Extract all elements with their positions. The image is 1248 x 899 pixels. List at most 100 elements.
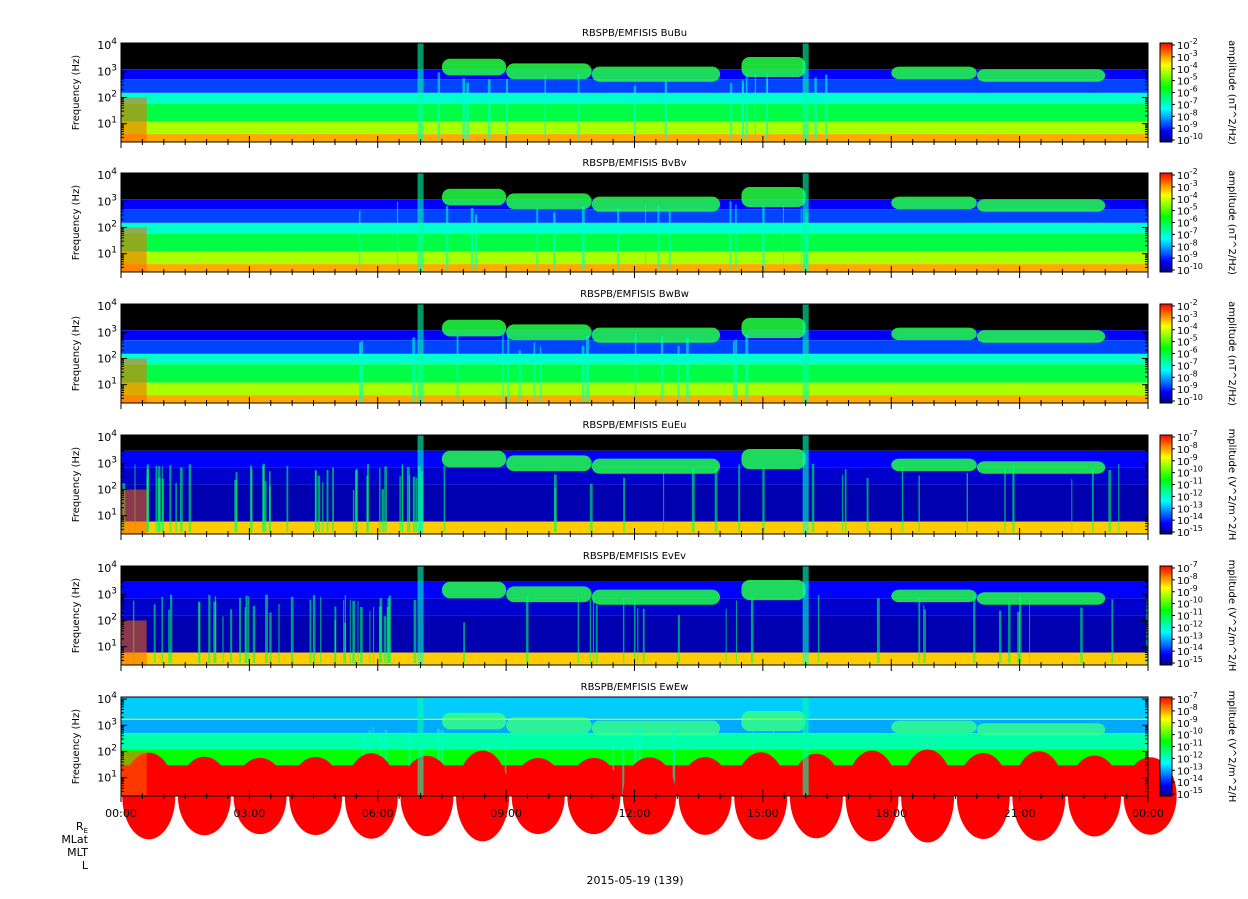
panel-title: RBSPB/EMFISIS BwBw	[580, 289, 689, 300]
noise-streak	[198, 601, 201, 663]
noise-streak	[415, 477, 418, 532]
noise-streak	[379, 467, 381, 532]
y-tick-label: 103	[97, 324, 117, 339]
noise-streak	[623, 477, 626, 532]
colorbar-tick-label: 10-5	[1177, 334, 1198, 349]
noise-streak	[714, 467, 718, 532]
colorbar-tick-label: 10-8	[1177, 572, 1198, 587]
y-tick-label: 104	[97, 37, 117, 52]
noise-streak	[412, 337, 416, 401]
panel-title: RBSPB/EMFISIS EvEv	[583, 551, 686, 562]
noise-streak	[502, 333, 504, 401]
noise-streak	[536, 208, 539, 270]
crossing-spike	[417, 43, 424, 142]
noise-streak	[344, 622, 347, 663]
colorbar-tick-label: 10-7	[1177, 96, 1198, 111]
colorbar-tick-label: 10-12	[1177, 750, 1203, 765]
crossing-spike	[802, 43, 809, 142]
colorbar-tick-label: 10-12	[1177, 619, 1203, 634]
spectral-band	[121, 173, 1148, 200]
noise-streak	[533, 342, 536, 401]
y-axis-label: Frequency (Hz)	[71, 709, 82, 785]
noise-streak	[169, 465, 172, 532]
noise-streak	[664, 80, 668, 140]
noise-streak	[507, 335, 510, 401]
noise-streak	[249, 465, 253, 532]
noise-streak	[332, 467, 334, 532]
y-axis-label: Frequency (Hz)	[71, 55, 82, 131]
noise-streak	[286, 466, 289, 532]
y-tick-label: 101	[97, 639, 117, 654]
noise-streak	[408, 475, 411, 532]
spectral-band	[121, 222, 1148, 234]
noise-streak	[245, 595, 248, 663]
noise-streak	[213, 601, 217, 663]
noise-streak	[1111, 599, 1114, 663]
noise-streak	[634, 726, 636, 794]
emission-patch	[741, 711, 806, 732]
x-tick-label: 03:00	[234, 807, 266, 820]
noise-streak	[399, 475, 401, 532]
noise-streak	[175, 483, 177, 532]
noise-streak	[462, 78, 466, 140]
spectral-band	[121, 382, 1148, 396]
noise-streak	[381, 489, 385, 532]
noise-streak	[999, 610, 1002, 663]
noise-streak	[1017, 611, 1020, 663]
spectral-band	[121, 43, 1148, 70]
noise-streak	[766, 78, 769, 140]
noise-streak	[672, 728, 676, 794]
emission-patch	[976, 199, 1106, 212]
emission-patch	[891, 66, 977, 80]
noise-streak	[401, 465, 404, 532]
panels-group: RBSPB/EMFISIS BuBu Frequency (Hz) 101 102 10…	[71, 28, 1237, 843]
colorbar: 10-710-810-910-1010-1110-1210-1310-1410-…	[1159, 691, 1237, 802]
noise-streak	[312, 595, 316, 663]
y-tick-label: 101	[97, 508, 117, 523]
spectrogram-image	[121, 304, 1148, 403]
noise-streak	[264, 481, 267, 532]
colorbar-tick-label: 10-10	[1177, 262, 1203, 277]
emission-patch	[506, 63, 592, 80]
colorbar-tick-label: 10-10	[1177, 393, 1203, 408]
colorbar-gradient	[1159, 434, 1173, 535]
colorbar-tick-label: 10-2	[1177, 37, 1198, 52]
spectrogram-image	[121, 173, 1148, 272]
emission-patch	[506, 455, 592, 472]
noise-streak	[876, 598, 880, 663]
y-tick-label: 101	[97, 116, 117, 131]
noise-streak	[387, 598, 390, 663]
noise-streak	[290, 596, 294, 663]
noise-streak	[918, 596, 921, 663]
colorbar-tick-label: 10-2	[1177, 167, 1198, 182]
colorbar-label: amplitude (nT^2/Hz)	[1226, 170, 1237, 275]
noise-streak	[586, 335, 589, 401]
colorbar-label: amplitude (nT^2/Hz)	[1226, 40, 1237, 145]
x-tick-label: 21:00	[1004, 807, 1036, 820]
noise-streak	[474, 214, 478, 270]
noise-streak	[735, 600, 738, 663]
spectral-band	[121, 79, 1148, 93]
noise-streak	[1080, 607, 1083, 663]
ephem-label-re: RE	[76, 820, 88, 835]
noise-streak	[445, 206, 449, 270]
colorbar: 10-210-310-410-510-610-710-810-910-10 amp…	[1159, 37, 1237, 147]
colorbar-tick-label: 10-7	[1177, 429, 1198, 444]
noise-streak	[589, 483, 593, 532]
emission-patch	[506, 193, 592, 210]
noise-streak	[269, 485, 271, 532]
noise-streak	[360, 606, 363, 663]
noise-streak	[504, 735, 507, 794]
noise-streak	[456, 335, 459, 401]
noise-streak	[505, 79, 508, 140]
colorbar-tick-label: 10-14	[1177, 643, 1203, 658]
noise-streak	[235, 472, 238, 532]
emission-patch	[741, 318, 806, 339]
noise-streak	[966, 473, 969, 532]
noise-streak	[923, 605, 925, 663]
ephem-label-l: L	[82, 859, 89, 872]
noise-streak	[153, 604, 156, 663]
noise-streak	[437, 72, 441, 140]
ephem-label-mlt: MLT	[67, 846, 88, 859]
y-tick-label: 101	[97, 246, 117, 261]
